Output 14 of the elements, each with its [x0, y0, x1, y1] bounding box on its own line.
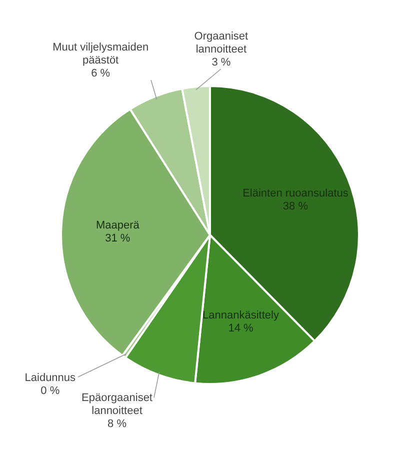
slice-label: Muut viljelysmaiden päästöt	[52, 41, 149, 66]
slice-label: Orgaaniset lannoitteet	[194, 30, 248, 56]
data-label: 6 %	[91, 67, 110, 80]
slice-label: Eläinten ruoansulatus	[242, 187, 349, 200]
slice-label: Epäorgaaniset lannoitteet	[82, 392, 152, 418]
data-label: 31 %	[105, 232, 130, 245]
data-label: 8 %	[108, 418, 127, 430]
data-label: 3 %	[212, 56, 231, 68]
data-label: 0 %	[40, 384, 60, 397]
slice-label: Laidunnus	[24, 372, 76, 384]
data-label: 14 %	[228, 322, 254, 335]
slice-label: Lannankäsittely	[202, 310, 280, 322]
data-label: 38 %	[282, 200, 308, 212]
slice-label: Maaperä	[96, 220, 140, 232]
